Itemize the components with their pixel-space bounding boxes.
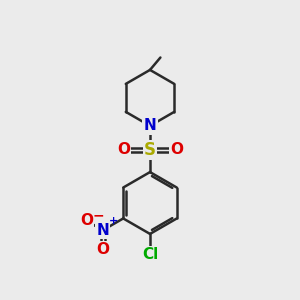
Text: O: O bbox=[96, 242, 109, 257]
Text: O: O bbox=[117, 142, 130, 158]
Text: Cl: Cl bbox=[142, 247, 158, 262]
Text: O: O bbox=[170, 142, 183, 158]
Text: +: + bbox=[109, 216, 119, 226]
Text: S: S bbox=[144, 141, 156, 159]
Text: N: N bbox=[97, 223, 109, 238]
Text: O: O bbox=[80, 213, 93, 228]
Text: −: − bbox=[93, 208, 104, 222]
Text: N: N bbox=[144, 118, 156, 134]
